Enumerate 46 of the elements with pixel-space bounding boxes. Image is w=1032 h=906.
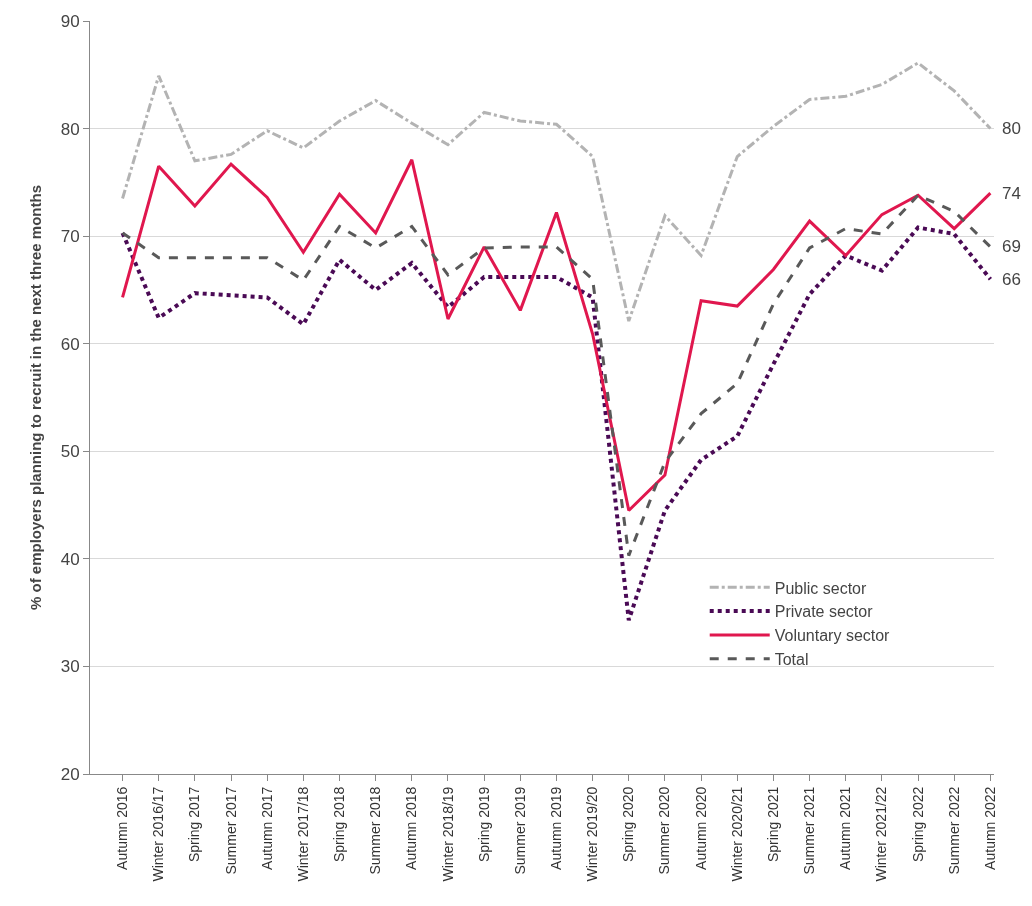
y-tick-label: 90 <box>60 11 80 31</box>
x-tick-label: Spring 2021 <box>764 786 781 863</box>
y-tick-label: 70 <box>60 227 80 247</box>
x-tick-label: Winter 2016/17 <box>150 786 167 882</box>
legend-label: Private sector <box>774 603 874 621</box>
line-series <box>121 61 992 323</box>
x-tick-label: Autumn 2022 <box>981 786 998 870</box>
legend-label: Public sector <box>774 579 867 597</box>
legend-label: Total <box>774 650 809 668</box>
x-tick-label: Winter 2017/18 <box>294 786 311 882</box>
annotation: 80 <box>1002 119 1021 138</box>
x-tick-label: Winter 2019/20 <box>584 786 601 882</box>
x-tick-label: Spring 2020 <box>620 786 637 863</box>
x-tick-label: Summer 2017 <box>222 786 239 875</box>
x-tick-label: Summer 2022 <box>945 786 962 875</box>
annotation: 69 <box>1002 237 1021 256</box>
y-tick-label: 30 <box>60 657 80 677</box>
x-tick-label: Summer 2018 <box>367 786 384 875</box>
y-tick-label: 50 <box>60 442 80 462</box>
annotation: 66 <box>1002 270 1021 289</box>
x-tick-label: Autumn 2019 <box>548 786 565 870</box>
x-tick-label: Autumn 2017 <box>258 786 275 870</box>
x-tick-label: Winter 2018/19 <box>439 786 456 882</box>
x-tick-label: Winter 2020/21 <box>728 786 745 882</box>
x-tick-label: Autumn 2016 <box>114 786 131 870</box>
x-tick-label: Spring 2019 <box>475 786 492 863</box>
x-tick-label: Summer 2019 <box>511 786 528 875</box>
line-series <box>120 225 993 623</box>
legend-label: Voluntary sector <box>774 627 891 645</box>
x-tick-label: Spring 2017 <box>186 786 203 863</box>
x-tick-label: Summer 2020 <box>656 786 673 875</box>
x-tick-label: Autumn 2018 <box>403 786 420 870</box>
annotation: 74 <box>1002 184 1021 203</box>
x-tick-label: Autumn 2020 <box>692 786 709 870</box>
line-series <box>121 158 992 512</box>
y-tick-label: 40 <box>60 549 80 569</box>
x-tick-label: Spring 2018 <box>331 786 348 863</box>
x-tick-label: Spring 2022 <box>909 786 926 863</box>
x-tick-label: Winter 2021/22 <box>873 786 890 882</box>
y-tick-label: 20 <box>60 764 80 784</box>
y-tick-label: 80 <box>60 119 80 139</box>
y-axis-title: % of employers planning to recruit in the next three months <box>26 184 44 611</box>
y-tick-label: 60 <box>60 334 80 354</box>
x-tick-label: Autumn 2021 <box>837 786 854 870</box>
x-tick-label: Summer 2021 <box>801 786 818 875</box>
line-series <box>121 193 992 558</box>
